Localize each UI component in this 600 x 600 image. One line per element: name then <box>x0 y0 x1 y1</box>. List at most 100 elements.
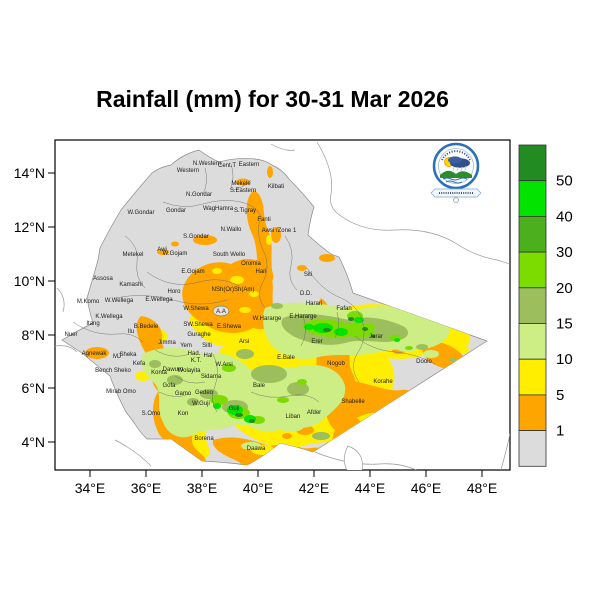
rain-over-40mm-layer <box>235 317 376 423</box>
ethiopian-meteorological-institute-logo <box>430 142 482 203</box>
region-label: Oromia <box>241 261 261 267</box>
legend-swatch <box>518 215 547 253</box>
neighbor-country-borders <box>55 141 510 470</box>
region-label: Korahe <box>373 379 393 385</box>
x-axis: 34°E 36°E 38°E 40°E 42°E 44°E 46°E 48°E <box>75 470 498 496</box>
region-label: Cent.T <box>218 163 236 169</box>
region-label: S.Gondar <box>183 234 209 240</box>
region-label: Gedeo <box>195 390 214 396</box>
region-label: S.Omo <box>142 411 161 417</box>
region-label: Hal <box>203 353 212 359</box>
region-label: W.Arsi <box>215 362 232 368</box>
region-label: B.Bedele <box>134 324 159 330</box>
region-label: Kilbati <box>268 184 284 190</box>
region-label: Nuer <box>64 332 77 338</box>
region-label: E.Wellega <box>145 297 173 303</box>
hills-icon <box>440 170 472 178</box>
region-label: Had. <box>188 351 201 357</box>
region-label: Fafan <box>336 306 351 312</box>
region-label: Silti <box>202 343 212 349</box>
legend-value-label: 30 <box>556 244 573 261</box>
legend-value-label: 15 <box>556 316 573 333</box>
region-label: Shabelle <box>341 399 365 405</box>
legend-swatch <box>518 144 547 182</box>
y-axis: 14°N 12°N 10°N 8°N 6°N 4°N <box>14 165 55 450</box>
region-label: Mirab Omo <box>106 389 136 395</box>
region-label: K.T. <box>191 358 202 364</box>
region-label: M.Komo <box>77 299 100 305</box>
legend-swatch <box>518 394 547 431</box>
logo-seal <box>453 197 459 203</box>
region-label: Sheka <box>119 352 137 358</box>
rain-icon <box>452 165 467 172</box>
page-title: Rainfall (mm) for 30-31 Mar 2026 <box>96 86 449 112</box>
region-label: N.Gondar <box>186 192 212 198</box>
region-label: Bench Sheko <box>95 368 131 374</box>
region-label: Fanti <box>257 217 270 223</box>
legend: 50 40 30 20 15 10 5 1 <box>518 144 573 467</box>
logo-banner <box>430 188 482 198</box>
region-label: E.Gojam <box>181 269 204 275</box>
rainfall-layers <box>85 166 471 465</box>
legend-swatch <box>518 287 547 324</box>
y-axis-tick-label: 4°N <box>22 434 46 450</box>
region-label: Awi <box>157 247 167 253</box>
zone-boundaries <box>72 163 436 413</box>
region-label: Bale <box>253 383 266 389</box>
region-label: Kamashi <box>119 282 142 288</box>
region-label: Nogob <box>327 361 345 367</box>
region-label: K.Wellega <box>95 314 123 320</box>
region-label: Erer <box>311 339 322 345</box>
addis-ababa-marker <box>212 305 230 317</box>
x-axis-tick-label: 44°E <box>355 480 386 496</box>
region-label: Metekel <box>122 252 143 258</box>
legend-value-label: 50 <box>556 173 573 190</box>
x-axis-tick-label: 34°E <box>75 480 106 496</box>
region-label: Awsi /Zone 1 <box>262 228 297 234</box>
region-label: Gamo <box>175 391 192 397</box>
region-label: W.Shewa <box>183 306 209 312</box>
region-label: W.Guji <box>192 401 210 407</box>
region-label: Agnewak <box>82 351 108 357</box>
region-label: Guraghe <box>187 332 211 338</box>
region-label: Kon <box>178 411 189 417</box>
legend-value-label: 5 <box>556 387 564 404</box>
region-label: D.D. <box>300 291 312 297</box>
region-label: Borena <box>194 436 214 442</box>
x-axis-tick-label: 36°E <box>131 480 162 496</box>
region-label: W.Wellega <box>105 298 134 304</box>
region-label: Liban <box>286 414 301 420</box>
y-axis-tick-label: 8°N <box>22 327 46 343</box>
legend-value-label: 10 <box>556 351 573 368</box>
y-axis-tick-label: 12°N <box>14 219 45 235</box>
region-label: Wolayita <box>178 368 202 374</box>
region-label: Afder <box>307 410 321 416</box>
x-axis-tick-label: 38°E <box>187 480 218 496</box>
region-label: Harari <box>306 301 322 307</box>
region-label: NSh(Or)Sh(Am) <box>212 287 255 293</box>
region-label: A.A <box>216 309 226 315</box>
region-label: S.Tigray <box>234 208 256 214</box>
region-label: Gofa <box>162 383 176 389</box>
rain-30-40mm-layer <box>213 317 400 423</box>
region-label: N.Wallo <box>221 227 242 233</box>
region-label: E.Hararge <box>289 314 317 320</box>
region-label: Hari <box>255 269 266 275</box>
legend-value-label: 20 <box>556 280 573 297</box>
region-label: Kefa <box>133 361 146 367</box>
legend-swatch <box>518 430 547 467</box>
region-label: S.Eastern <box>230 188 256 194</box>
region-label: W.Gojam <box>163 251 188 257</box>
region-label: Itang <box>86 321 99 327</box>
x-axis-tick-label: 46°E <box>411 480 442 496</box>
waves-icon <box>442 177 468 184</box>
x-axis-tick-label: 48°E <box>467 480 498 496</box>
legend-value-label: 40 <box>556 208 573 225</box>
region-label: Siti <box>304 272 312 278</box>
region-label: E.Shewa <box>217 324 242 330</box>
y-axis-tick-label: 6°N <box>22 380 46 396</box>
